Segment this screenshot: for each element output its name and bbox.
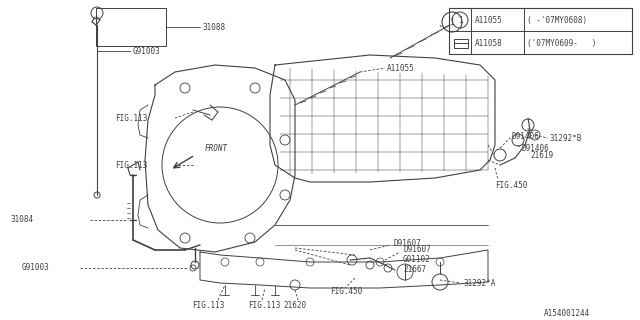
Bar [449, 8, 632, 54]
Text: ('07MY0609-   ): ('07MY0609- ) [527, 38, 596, 47]
Text: 21667: 21667 [403, 266, 426, 275]
Text: FIG.450: FIG.450 [495, 180, 527, 189]
Text: A11058: A11058 [475, 38, 503, 47]
Text: 21620: 21620 [283, 300, 306, 309]
Text: FIG.113: FIG.113 [115, 114, 147, 123]
Text: FIG.113: FIG.113 [115, 161, 147, 170]
Text: 31292*B: 31292*B [550, 133, 582, 142]
Text: 31084: 31084 [10, 215, 33, 225]
Text: G91003: G91003 [133, 46, 161, 55]
Text: A154001244: A154001244 [544, 308, 590, 317]
Bar [454, 39, 468, 48]
Text: G91003: G91003 [22, 263, 50, 273]
Bar [96, 8, 166, 46]
Text: A11055: A11055 [475, 15, 503, 25]
Text: D91406: D91406 [522, 143, 550, 153]
Text: A11055: A11055 [387, 63, 415, 73]
Text: ( -'07MY0608): ( -'07MY0608) [527, 15, 587, 25]
Text: 31292*A: 31292*A [463, 278, 495, 287]
Text: FRONT: FRONT [205, 143, 228, 153]
Text: D91406: D91406 [512, 132, 540, 140]
Text: FIG.450: FIG.450 [330, 287, 362, 297]
Text: D91607: D91607 [403, 245, 431, 254]
Text: 31088: 31088 [202, 22, 225, 31]
Text: FIG.113: FIG.113 [192, 300, 225, 309]
Text: G01102: G01102 [403, 255, 431, 265]
Text: FIG.113: FIG.113 [248, 300, 280, 309]
Text: 21619: 21619 [530, 150, 553, 159]
Text: D91607: D91607 [393, 238, 420, 247]
Text: 1: 1 [458, 15, 462, 25]
Text: 1: 1 [449, 18, 454, 27]
